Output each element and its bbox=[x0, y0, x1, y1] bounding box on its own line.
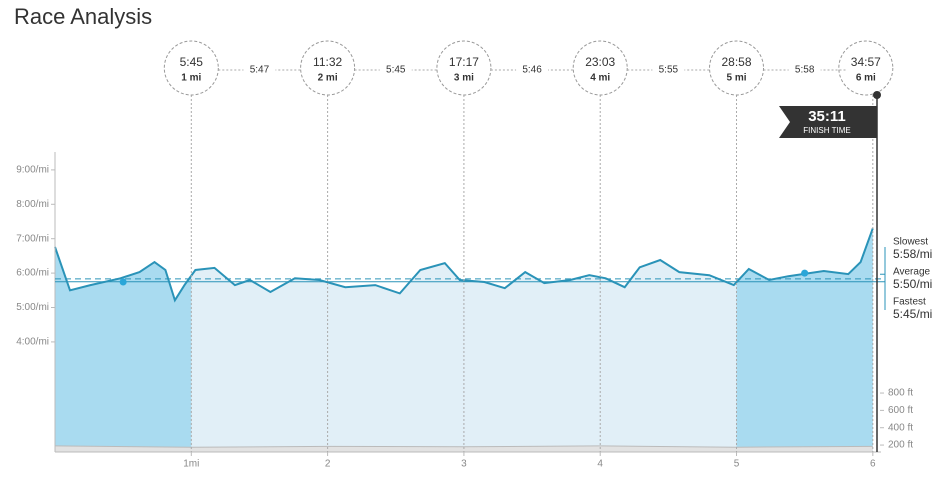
mile-time: 5:45 bbox=[180, 55, 204, 69]
mile-label: 6 mi bbox=[856, 73, 876, 84]
finish-flag bbox=[779, 106, 877, 138]
x-tick-label: 2 bbox=[325, 459, 331, 470]
mile-marker bbox=[163, 40, 219, 96]
split-pace: 5:55 bbox=[659, 65, 679, 76]
finish-time: 35:11 bbox=[808, 108, 846, 125]
split-bg bbox=[652, 62, 685, 78]
highlight-point bbox=[119, 278, 127, 286]
mile-time: 17:17 bbox=[449, 55, 479, 69]
split-bg bbox=[243, 62, 276, 78]
pace-area-highlight bbox=[55, 247, 192, 452]
y2-tick-label: 200 ft bbox=[888, 440, 913, 451]
y-tick-label: 4:00/mi bbox=[16, 337, 49, 348]
stat-name: Fastest bbox=[893, 297, 926, 308]
mile-label: 3 mi bbox=[454, 73, 474, 84]
x-tick-label: 6 bbox=[870, 459, 876, 470]
pace-line bbox=[54, 228, 874, 303]
mile-label: 1 mi bbox=[181, 73, 201, 84]
mile-marker bbox=[572, 40, 628, 96]
split-pace: 5:45 bbox=[386, 65, 406, 76]
mile-marker bbox=[709, 40, 765, 96]
finish-label: FINISH TIME bbox=[803, 126, 850, 135]
mile-label: 4 mi bbox=[590, 73, 610, 84]
mile-marker bbox=[436, 40, 492, 96]
split-bg bbox=[379, 62, 412, 78]
mile-time: 34:57 bbox=[851, 55, 881, 69]
pace-area-highlight bbox=[736, 228, 873, 452]
y2-tick-label: 400 ft bbox=[888, 422, 913, 433]
mile-label: 2 mi bbox=[318, 73, 338, 84]
x-tick-label: 4 bbox=[597, 459, 603, 470]
split-pace: 5:47 bbox=[250, 65, 270, 76]
y-tick-label: 9:00/mi bbox=[16, 165, 49, 176]
mile-marker bbox=[300, 40, 356, 96]
stat-value: 5:58/mi bbox=[893, 247, 932, 261]
stat-value: 5:45/mi bbox=[893, 307, 932, 321]
split-bg bbox=[788, 62, 821, 78]
stat-name: Average bbox=[893, 267, 931, 278]
y-tick-label: 5:00/mi bbox=[16, 302, 49, 313]
split-pace: 5:58 bbox=[795, 65, 815, 76]
x-tick-label: 1mi bbox=[183, 459, 199, 470]
highlight-point bbox=[801, 269, 809, 277]
y2-tick-label: 600 ft bbox=[888, 405, 913, 416]
mile-time: 11:32 bbox=[313, 55, 342, 69]
mile-label: 5 mi bbox=[727, 73, 747, 84]
split-pace: 5:46 bbox=[522, 65, 542, 76]
y2-tick-label: 800 ft bbox=[888, 388, 913, 399]
mile-time: 23:03 bbox=[585, 55, 615, 69]
chart-title: Race Analysis bbox=[14, 4, 152, 29]
stat-name: Slowest bbox=[893, 237, 928, 248]
y-tick-label: 7:00/mi bbox=[16, 233, 49, 244]
finish-dot bbox=[873, 91, 881, 99]
mile-time: 28:58 bbox=[722, 55, 752, 69]
stat-value: 5:50/mi bbox=[893, 277, 932, 291]
x-tick-label: 3 bbox=[461, 459, 467, 470]
mile-marker bbox=[838, 40, 894, 96]
x-tick-label: 5 bbox=[734, 459, 740, 470]
split-bg bbox=[516, 62, 549, 78]
y-tick-label: 8:00/mi bbox=[16, 199, 49, 210]
y-tick-label: 6:00/mi bbox=[16, 268, 49, 279]
